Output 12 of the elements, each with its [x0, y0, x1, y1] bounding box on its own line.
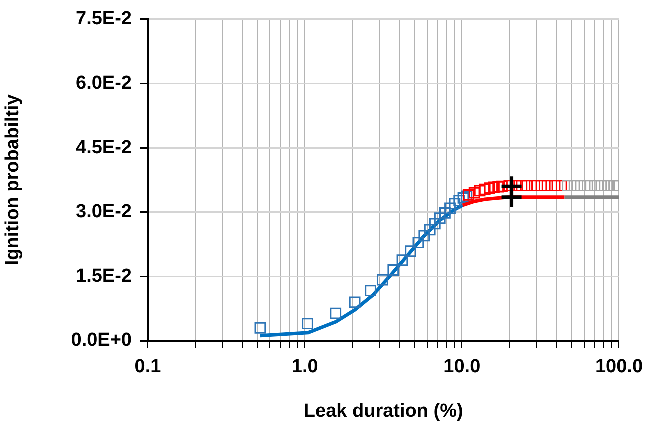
y-tick-label: 0.0E+0 [71, 330, 132, 352]
y-tick-label: 7.5E-2 [76, 8, 132, 30]
x-tick-label: 1.0 [292, 356, 318, 378]
y-tick-label: 3.0E-2 [76, 202, 132, 223]
x-axis-title: Leak duration (%) [304, 400, 464, 422]
y-tick-label: 4.5E-2 [76, 137, 132, 158]
x-tick-label: 0.1 [134, 356, 162, 378]
x-tick-label: 100.0 [595, 356, 643, 378]
x-tick-label: 10.0 [444, 356, 481, 378]
y-axis-title: Ignition probabiltiy [2, 94, 24, 266]
y-tick-label: 6.0E-2 [76, 72, 132, 94]
y-tick-label: 1.5E-2 [76, 266, 132, 287]
